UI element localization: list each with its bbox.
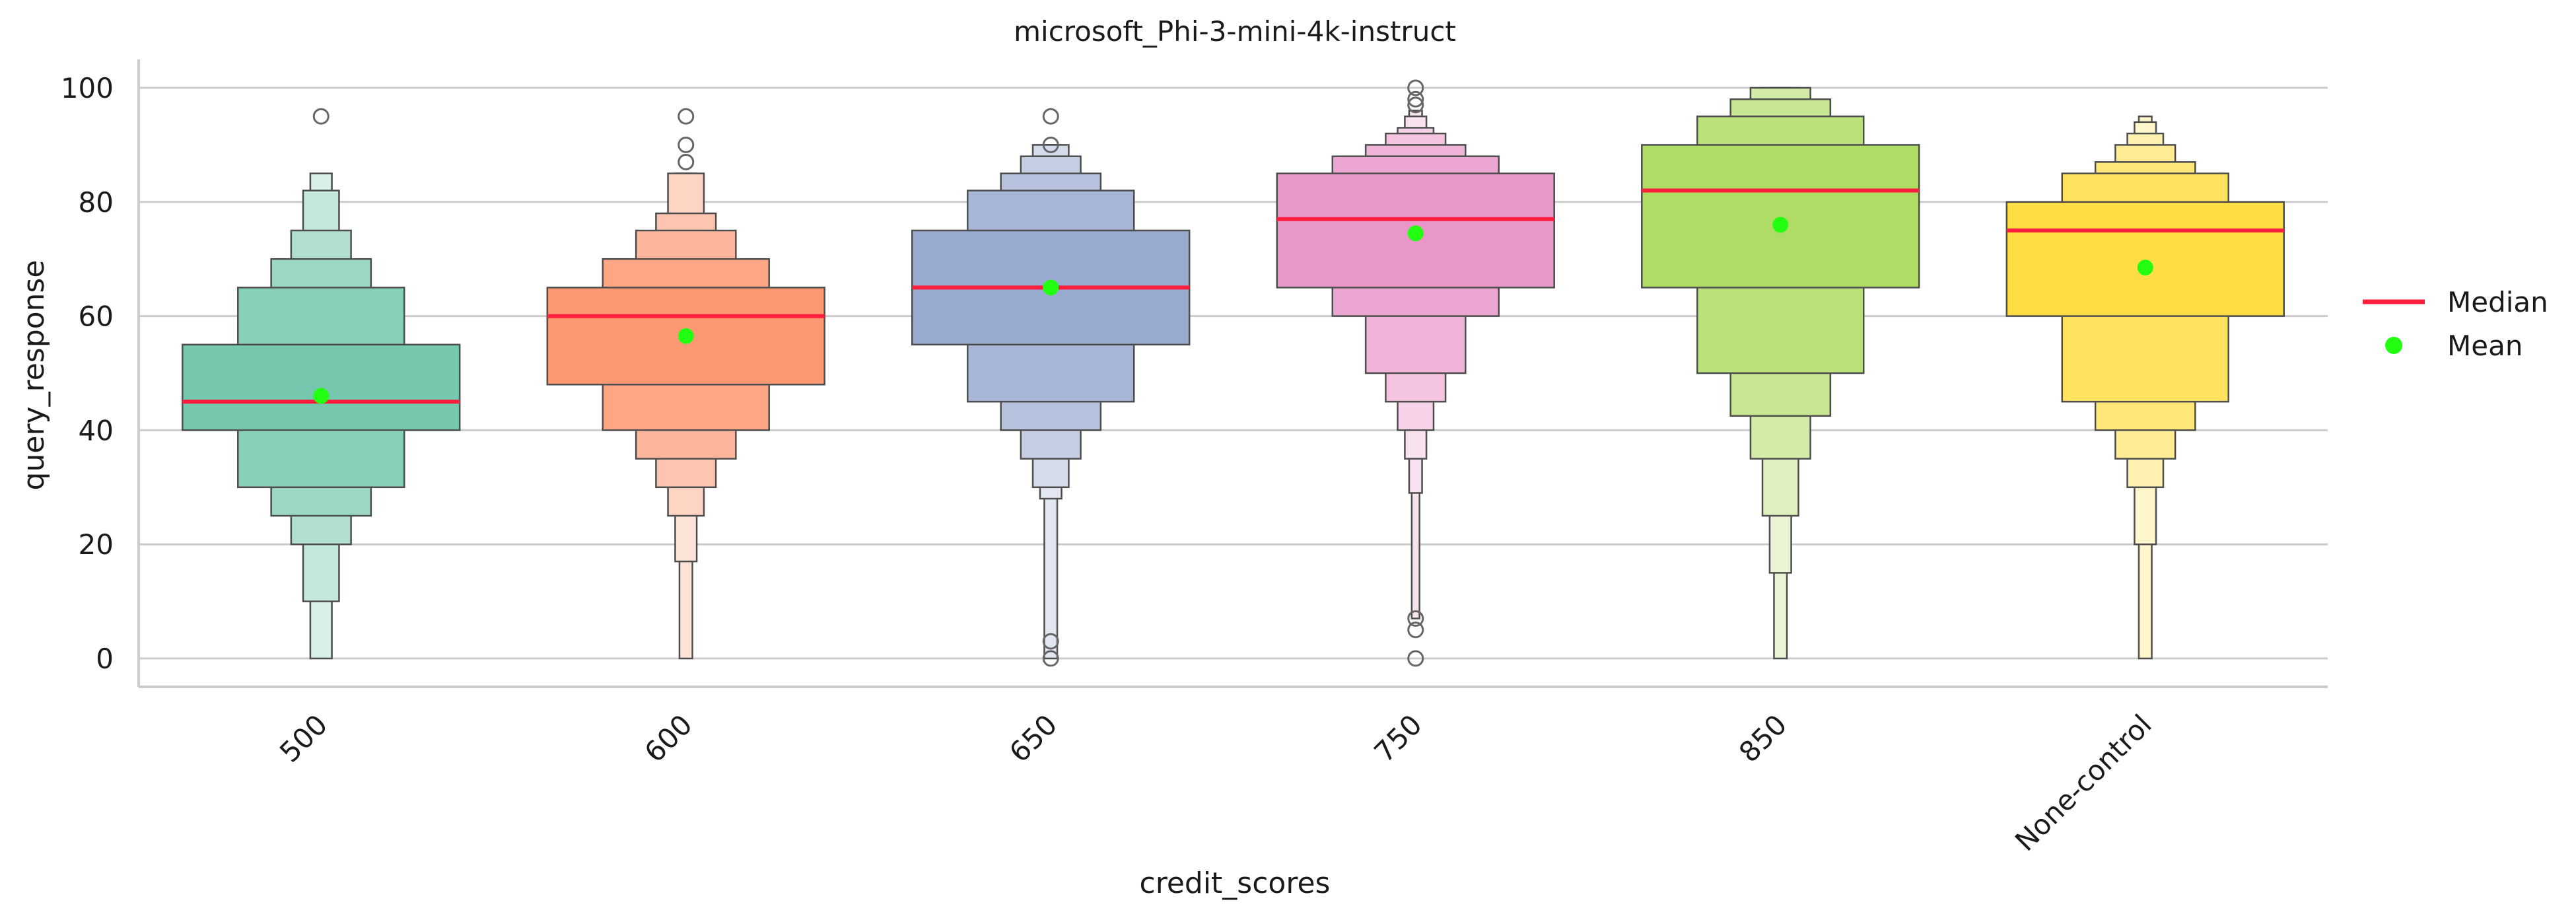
mean-dot	[1407, 225, 1424, 242]
mean-dot	[2137, 260, 2153, 276]
outlier-point	[678, 136, 695, 153]
legend-median-label: Median	[2447, 286, 2548, 318]
mean-dot	[1772, 217, 1789, 233]
y-tick-label: 20	[79, 528, 114, 561]
box-level	[182, 343, 461, 431]
x-tick-label: 850	[1733, 708, 1793, 768]
y-tick-label: 60	[79, 300, 114, 333]
y-tick-label: 40	[79, 414, 114, 446]
outlier-point	[678, 153, 695, 170]
outlier-point	[312, 108, 330, 125]
category-none-control	[2005, 115, 2285, 660]
outlier-point	[678, 108, 695, 125]
marks-layer	[182, 79, 2284, 667]
outlier-point	[1407, 90, 1424, 108]
legend: Median Mean	[2363, 286, 2548, 362]
y-axis-label: query_response	[17, 260, 51, 491]
outlier-point	[1407, 621, 1424, 639]
chart-title: microsoft_Phi-3-mini-4k-instruct	[1014, 15, 1456, 48]
x-tick-label: 500	[273, 708, 333, 768]
x-tick-label: 750	[1368, 708, 1428, 768]
y-tick-label: 0	[96, 643, 114, 675]
outlier-point	[1407, 650, 1424, 667]
y-tick-label: 100	[61, 72, 114, 104]
box-level	[1641, 144, 1920, 289]
x-tick-label: None-control	[2009, 708, 2158, 857]
boxes-layer	[182, 87, 2285, 660]
mean-dot	[1043, 279, 1059, 296]
mean-dot	[678, 328, 694, 344]
category-500	[182, 172, 461, 660]
outlier-point	[1407, 96, 1424, 114]
outlier-point	[1042, 650, 1059, 667]
category-850	[1641, 87, 1920, 660]
category-650	[911, 144, 1191, 660]
legend-mean-swatch	[2385, 337, 2402, 354]
outlier-point	[1407, 610, 1424, 627]
category-600	[546, 172, 825, 660]
grid-layer	[139, 87, 2328, 660]
box-level	[2005, 201, 2285, 317]
outlier-point	[1042, 136, 1059, 153]
mean-dot	[313, 388, 330, 404]
y-tick-label: 80	[79, 186, 114, 219]
category-750	[1276, 110, 1555, 619]
x-axis-label: credit_scores	[1140, 866, 1331, 900]
outlier-point	[1042, 108, 1059, 125]
x-tick-label: 650	[1003, 708, 1063, 768]
legend-mean-label: Mean	[2447, 330, 2523, 362]
x-tick-label: 600	[638, 708, 698, 768]
outlier-point	[1042, 633, 1059, 650]
outlier-point	[1407, 79, 1424, 96]
